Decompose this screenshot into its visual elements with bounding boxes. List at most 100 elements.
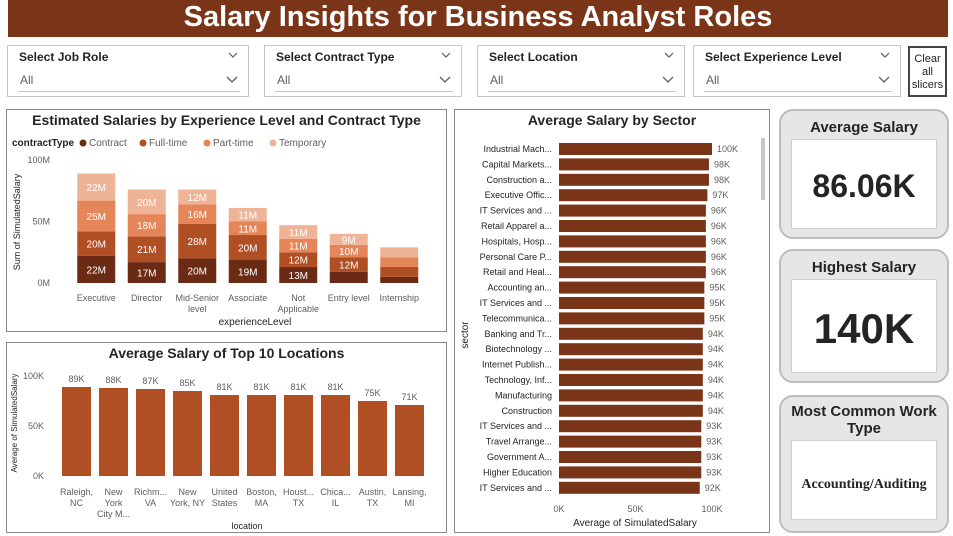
y-tick-label: IT Services and ...	[480, 421, 552, 431]
experience-level-dropdown[interactable]: All	[704, 68, 892, 92]
data-label: 28M	[188, 237, 207, 248]
data-label: 12M	[188, 193, 207, 204]
bar-segment	[228, 221, 267, 236]
x-tick-label: 100K	[701, 504, 722, 514]
location-dropdown[interactable]: All	[488, 68, 676, 92]
chevron-down-icon[interactable]	[441, 50, 451, 60]
x-axis-title: Average of SimulatedSalary	[573, 518, 697, 529]
chevron-down-icon[interactable]	[226, 75, 238, 85]
bar-segment	[329, 233, 368, 245]
slicer-label: Select Job Role	[19, 50, 109, 64]
bar	[559, 389, 703, 402]
x-tick-label: Executive	[77, 293, 116, 303]
bar	[559, 266, 706, 279]
experience-level-slicer[interactable]: Select Experience Level All	[693, 45, 901, 97]
bar-segment	[380, 247, 419, 258]
job-role-dropdown[interactable]: All	[18, 68, 240, 92]
bar	[173, 391, 202, 476]
bar	[62, 387, 91, 476]
bar	[559, 158, 709, 171]
legend-entry: Temporary	[279, 138, 326, 149]
y-tick-label: 0M	[37, 278, 50, 288]
data-label: 95K	[709, 283, 725, 293]
data-label: 93K	[706, 437, 722, 447]
location-slicer[interactable]: Select Location All	[477, 45, 685, 97]
bar	[559, 204, 706, 217]
bar-segment	[178, 204, 217, 224]
x-tick-label: States	[212, 498, 238, 508]
card-body: 86.06K	[791, 139, 937, 229]
contract-type-dropdown[interactable]: All	[275, 68, 453, 92]
chevron-down-icon[interactable]	[878, 75, 890, 85]
x-tick-label: Mid-Senior	[175, 293, 219, 303]
y-tick-label: Capital Markets...	[482, 159, 552, 169]
data-label: 81K	[216, 382, 232, 392]
data-label: 17M	[137, 269, 156, 280]
x-tick-label: MA	[255, 498, 269, 508]
y-axis-title: Average of SimulatedSalary	[10, 373, 19, 472]
y-tick-label: Construction	[501, 406, 552, 416]
legend-marker	[139, 139, 147, 147]
data-label: 89K	[68, 374, 84, 384]
experience-contract-chart: contractType Contract Full-time Part-time Te…	[12, 138, 419, 328]
chevron-down-icon[interactable]	[880, 50, 890, 60]
x-tick-label: Lansing,	[392, 487, 426, 497]
y-tick-label: Technology, Inf...	[485, 375, 552, 385]
x-tick-label: MI	[405, 498, 415, 508]
bar	[559, 435, 702, 448]
x-tick-label: Boston,	[246, 487, 277, 497]
data-label: 12M	[289, 256, 308, 267]
bar-segment	[329, 244, 368, 258]
bar	[210, 395, 239, 476]
data-label: 75K	[364, 388, 380, 398]
x-tick-label: Chica...	[320, 487, 351, 497]
data-label: 11M	[238, 211, 257, 222]
bar	[284, 395, 313, 476]
card-title: Highest Salary	[811, 259, 917, 276]
bar	[395, 405, 424, 476]
data-label: 98K	[714, 159, 730, 169]
chevron-down-icon[interactable]	[228, 50, 238, 60]
bar-segment	[178, 189, 217, 205]
data-label: 94K	[708, 390, 724, 400]
legend-title: contractType	[12, 138, 74, 149]
work-type-card: Most Common Work Type Accounting/Auditin…	[779, 395, 949, 533]
clear-button-line: slicers	[911, 79, 944, 91]
y-tick-label: Higher Education	[483, 467, 552, 477]
data-label: 94K	[708, 360, 724, 370]
data-label: 96K	[711, 221, 727, 231]
bar-segment	[127, 189, 166, 215]
bar-segment	[228, 259, 267, 283]
bar-segment	[380, 267, 419, 277]
data-label: 97K	[712, 190, 728, 200]
clear-button-line: Clear	[914, 53, 941, 65]
y-tick-label: Executive Offic...	[485, 190, 552, 200]
y-tick-label: Industrial Mach...	[483, 144, 552, 154]
chart-title: Average Salary by Sector	[527, 112, 697, 128]
data-label: 96K	[711, 267, 727, 277]
data-label: 96K	[711, 236, 727, 246]
legend-marker	[203, 139, 211, 147]
locations-chart-panel: Average Salary of Top 10 Locations 0K 50K…	[6, 342, 447, 533]
bar-segment	[279, 267, 318, 283]
bar-segment	[127, 236, 166, 263]
chevron-down-icon[interactable]	[664, 50, 674, 60]
data-label: 94K	[708, 375, 724, 385]
job-role-slicer[interactable]: Select Job Role All	[7, 45, 249, 97]
x-axis-title: experienceLevel	[219, 317, 292, 328]
legend-marker	[269, 139, 277, 147]
data-label: 20M	[137, 198, 156, 209]
clear-all-slicers-button[interactable]: Clear all slicers	[908, 46, 947, 97]
chevron-down-icon[interactable]	[439, 75, 451, 85]
slicer-value: All	[706, 73, 720, 87]
contract-type-slicer[interactable]: Select Contract Type All	[264, 45, 462, 97]
data-label: 81K	[253, 382, 269, 392]
chevron-down-icon[interactable]	[662, 75, 674, 85]
x-tick-label: TX	[367, 498, 379, 508]
x-tick-label: New	[104, 487, 123, 497]
x-tick-label: Internship	[379, 293, 419, 303]
data-label: 12M	[339, 261, 358, 272]
y-tick-label: 50K	[28, 421, 44, 431]
data-label: 98K	[714, 175, 730, 185]
bar	[559, 173, 709, 186]
